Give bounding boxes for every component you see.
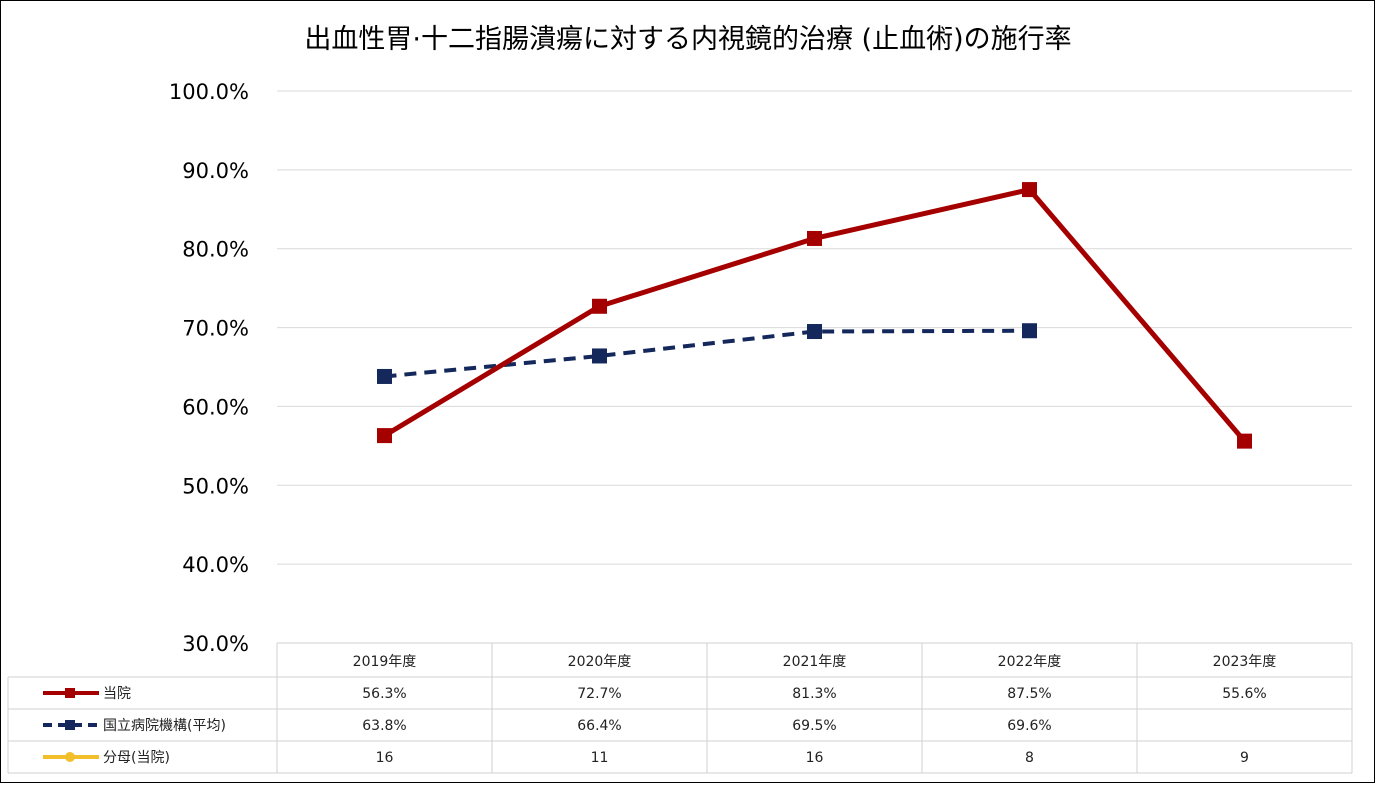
data-label: 69.6% xyxy=(1007,718,1051,734)
chart-title: 出血性胃·十二指腸潰瘍に対する内視鏡的治療 (止血術)の施行率 xyxy=(304,24,1071,55)
data-point xyxy=(1022,323,1037,339)
legend-label: 国立病院機構(平均) xyxy=(103,718,226,734)
data-label: 8 xyxy=(1025,750,1034,766)
data-label: 63.8% xyxy=(362,718,406,734)
data-point xyxy=(592,348,607,364)
data-label: 69.5% xyxy=(792,718,836,734)
gridlines xyxy=(277,90,1352,644)
data-label: 81.3% xyxy=(792,686,836,702)
data-label: 56.3% xyxy=(362,686,406,702)
data-label: 16 xyxy=(806,750,824,766)
category-label: 2021年度 xyxy=(783,654,847,670)
data-point xyxy=(592,298,607,314)
data-point xyxy=(807,324,822,340)
category-label: 2019年度 xyxy=(353,654,417,670)
legend-key xyxy=(43,688,99,698)
y-tick-label: 30.0% xyxy=(182,632,249,656)
data-point xyxy=(377,368,392,384)
data-label: 16 xyxy=(376,750,394,766)
category-label: 2023年度 xyxy=(1213,654,1277,670)
data-point xyxy=(807,230,822,246)
data-label: 55.6% xyxy=(1222,686,1266,702)
data-label: 72.7% xyxy=(577,686,621,702)
y-tick-label: 100.0% xyxy=(169,80,249,104)
data-label: 66.4% xyxy=(577,718,621,734)
data-point xyxy=(377,428,392,444)
data-label: 9 xyxy=(1240,750,1249,766)
legend-label: 当院 xyxy=(103,686,131,702)
category-label: 2022年度 xyxy=(998,654,1062,670)
y-tick-label: 80.0% xyxy=(182,238,249,262)
y-tick-label: 90.0% xyxy=(182,159,249,183)
y-tick-label: 60.0% xyxy=(182,395,249,419)
y-tick-label: 40.0% xyxy=(182,553,249,577)
data-point xyxy=(1237,433,1252,449)
data-label: 87.5% xyxy=(1007,686,1051,702)
data-label: 11 xyxy=(591,750,609,766)
series-line xyxy=(383,187,1247,443)
y-tick-label: 50.0% xyxy=(182,474,249,498)
category-label: 2020年度 xyxy=(568,654,632,670)
y-tick-label: 70.0% xyxy=(182,317,249,341)
data-point xyxy=(1022,182,1037,198)
legend-key xyxy=(43,752,99,762)
legend-label: 分母(当院) xyxy=(103,750,170,766)
series-line xyxy=(384,328,1030,379)
series-lines xyxy=(377,182,1252,449)
y-axis-ticks: 30.0% 40.0% 50.0% 60.0% 70.0% 80.0% 90.0% 100.0… xyxy=(169,80,249,656)
legend-key xyxy=(43,720,99,730)
